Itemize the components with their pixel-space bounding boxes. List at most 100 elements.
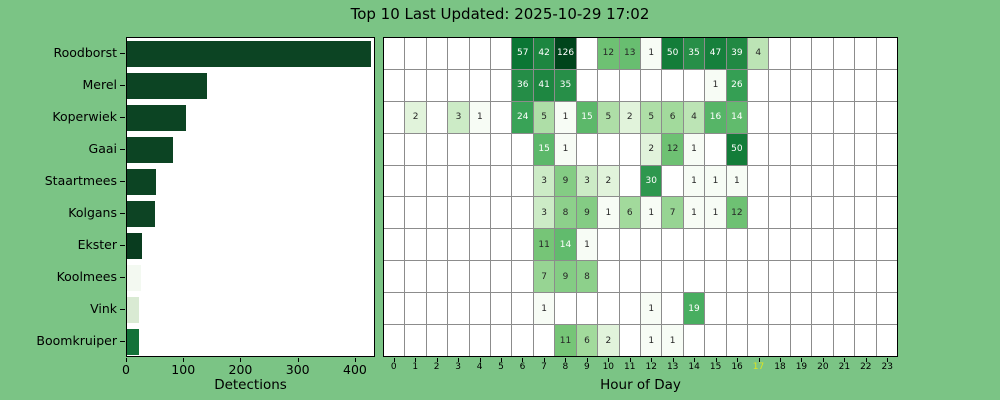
heatmap-cell-gaai-h6 xyxy=(512,133,533,165)
hour-tick-mark xyxy=(393,358,395,362)
heatmap-cell-roodborst-h12: 1 xyxy=(640,38,662,69)
heatmap-cell-merel-h7: 41 xyxy=(533,69,555,101)
hour-tick-label: 17 xyxy=(752,362,765,372)
heatmap-cell-boomkruiper-h19 xyxy=(790,325,812,356)
heatmap-cell-vink-h9 xyxy=(576,293,598,325)
x-tick-mark xyxy=(240,358,242,362)
heatmap-cell-gaai-h3 xyxy=(448,133,469,165)
heatmap-cell-ekster-h14 xyxy=(683,229,705,261)
heatmap-cell-ekster-h2 xyxy=(426,229,448,261)
heatmap-cell-vink-h18 xyxy=(769,293,790,325)
heatmap-cell-merel-h16: 26 xyxy=(726,69,748,101)
hour-tick-label: 19 xyxy=(795,362,808,372)
heatmap-cell-staartmees-h14: 1 xyxy=(683,165,705,197)
hour-tick-label: 16 xyxy=(731,362,743,372)
heatmap-cell-koperwiek-h23 xyxy=(876,101,897,133)
heatmap-cell-gaai-h19 xyxy=(790,133,812,165)
heatmap-cell-kolgans-h22 xyxy=(855,197,876,229)
heatmap-cell-ekster-h4 xyxy=(469,229,491,261)
x-tick-mark xyxy=(354,358,356,362)
hour-tick-label: 0 xyxy=(390,362,397,372)
heatmap-cell-gaai-h21 xyxy=(833,133,855,165)
heatmap-x-axis-title: Hour of Day xyxy=(600,377,681,393)
heatmap-cell-merel-h10 xyxy=(598,69,619,101)
bar-merel xyxy=(127,73,207,99)
heatmap-cell-koperwiek-h2 xyxy=(426,101,448,133)
heatmap-cell-koolmees-h5 xyxy=(491,261,512,293)
heatmap-cell-ekster-h9: 1 xyxy=(576,229,598,261)
heatmap-cell-ekster-h13 xyxy=(662,229,683,261)
bar-koperwiek xyxy=(127,105,186,131)
heatmap-cell-koolmees-h1 xyxy=(405,261,426,293)
heatmap-cell-kolgans-h23 xyxy=(876,197,897,229)
hour-tick-mark xyxy=(522,358,524,362)
heatmap-cell-koperwiek-h16: 14 xyxy=(726,101,748,133)
species-label: Vink xyxy=(90,301,117,316)
hour-tick-label: 4 xyxy=(476,362,483,372)
heatmap-cell-ekster-h23 xyxy=(876,229,897,261)
heatmap-cell-koperwiek-h20 xyxy=(812,101,833,133)
heatmap-cell-vink-h16 xyxy=(726,293,748,325)
heatmap-cell-roodborst-h13: 50 xyxy=(662,38,683,69)
bar-kolgans xyxy=(127,201,156,227)
heatmap-cell-staartmees-h17 xyxy=(748,165,769,197)
heatmap-cell-boomkruiper-h1 xyxy=(405,325,426,356)
hour-tick-label: 3 xyxy=(455,362,461,372)
heatmap-cell-merel-h6: 36 xyxy=(512,69,533,101)
heatmap-cell-ekster-h10 xyxy=(598,229,619,261)
heatmap-cell-koperwiek-h1: 2 xyxy=(405,101,426,133)
heatmap-cell-merel-h22 xyxy=(855,69,876,101)
hour-tick-mark xyxy=(779,358,781,362)
heatmap-cell-ekster-h17 xyxy=(748,229,769,261)
hour-tick-mark xyxy=(715,358,717,362)
heatmap-cell-boomkruiper-h15 xyxy=(705,325,726,356)
hour-tick-label: 15 xyxy=(709,362,722,372)
heatmap-cell-ekster-h0 xyxy=(384,229,405,261)
hour-tick-label: 1 xyxy=(412,362,419,372)
heatmap-cell-vink-h4 xyxy=(469,293,491,325)
heatmap-cell-roodborst-h21 xyxy=(833,38,855,69)
heatmap-cell-merel-h19 xyxy=(790,69,812,101)
heatmap-cell-merel-h15: 1 xyxy=(705,69,726,101)
x-tick-mark xyxy=(126,358,127,362)
heatmap-cell-merel-h18 xyxy=(769,69,790,101)
hour-tick-label: 2 xyxy=(433,362,440,372)
species-label: Gaai xyxy=(88,141,117,156)
heatmap-cell-gaai-h1 xyxy=(405,133,426,165)
bar-ekster xyxy=(127,233,142,259)
heatmap-cell-staartmees-h21 xyxy=(833,165,855,197)
heatmap-cell-gaai-h11 xyxy=(619,133,640,165)
heatmap-cell-koolmees-h0 xyxy=(384,261,405,293)
heatmap-cell-roodborst-h14: 35 xyxy=(683,38,705,69)
heatmap-cell-boomkruiper-h5 xyxy=(491,325,512,356)
species-label: Ekster xyxy=(77,237,117,252)
y-tick-mark xyxy=(120,53,125,54)
heatmap-cell-gaai-h4 xyxy=(469,133,491,165)
heatmap-cell-gaai-h23 xyxy=(876,133,897,165)
heatmap-cell-gaai-h20 xyxy=(812,133,833,165)
heatmap-cell-ekster-h19 xyxy=(790,229,812,261)
heatmap-cell-staartmees-h2 xyxy=(426,165,448,197)
heatmap-cell-koperwiek-h13: 6 xyxy=(662,101,683,133)
hour-tick-label: 18 xyxy=(774,362,786,372)
heatmap-cell-roodborst-h5 xyxy=(491,38,512,69)
heatmap-cell-staartmees-h15: 1 xyxy=(705,165,726,197)
heatmap-cell-gaai-h13: 12 xyxy=(662,133,683,165)
heatmap-cell-staartmees-h11 xyxy=(619,165,640,197)
heatmap-cell-koolmees-h18 xyxy=(769,261,790,293)
heatmap-cell-merel-h8: 35 xyxy=(555,69,576,101)
y-tick-mark xyxy=(120,341,125,342)
heatmap-cell-boomkruiper-h22 xyxy=(855,325,876,356)
heatmap-cell-gaai-h16: 50 xyxy=(726,133,748,165)
heatmap-cell-koolmees-h19 xyxy=(790,261,812,293)
heatmap-cell-vink-h3 xyxy=(448,293,469,325)
heatmap-cell-staartmees-h22 xyxy=(855,165,876,197)
heatmap-cell-roodborst-h19 xyxy=(790,38,812,69)
species-label: Boomkruiper xyxy=(36,333,117,348)
heatmap-cell-ekster-h16 xyxy=(726,229,748,261)
heatmap-cell-koperwiek-h10: 5 xyxy=(598,101,619,133)
hour-tick-label: 6 xyxy=(519,362,526,372)
heatmap-cell-ekster-h6 xyxy=(512,229,533,261)
heatmap-cell-merel-h3 xyxy=(448,69,469,101)
heatmap-cell-gaai-h10 xyxy=(598,133,619,165)
